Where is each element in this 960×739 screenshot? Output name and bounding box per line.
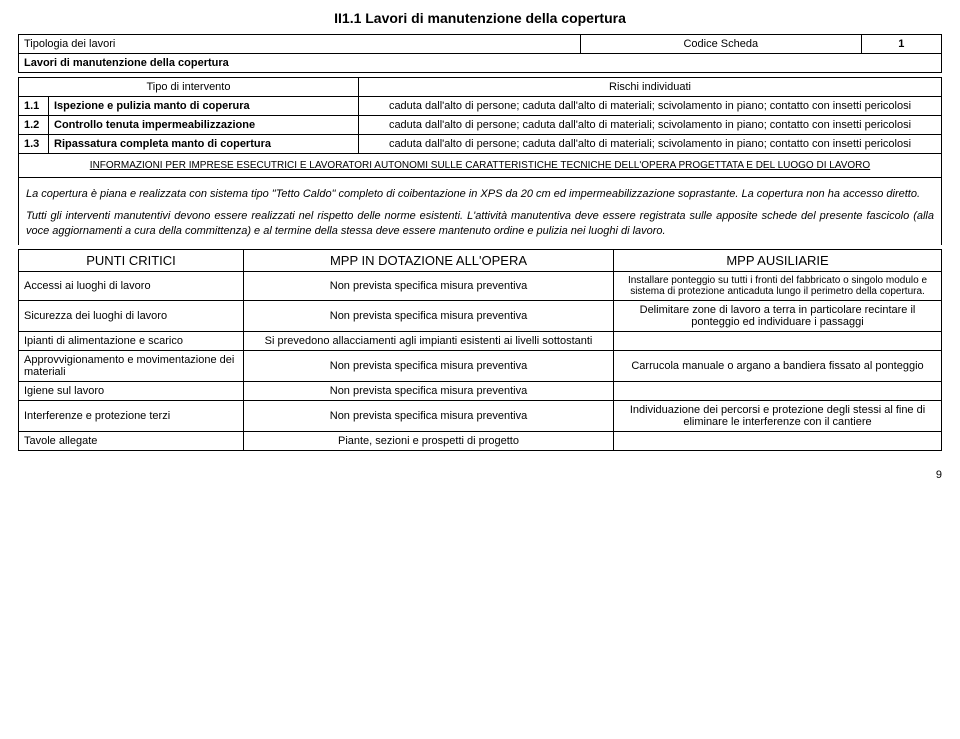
desc-1: La copertura è piana e realizzata con si… [24,183,936,205]
punti-h1: PUNTI CRITICI [19,249,244,271]
punti-mpp: Non prevista specifica misura preventiva [244,300,614,331]
punti-mpp: Piante, sezioni e prospetti di progetto [244,431,614,450]
table-row: 1.2 Controllo tenuta impermeabilizzazion… [19,116,942,135]
punti-mpp: Non prevista specifica misura preventiva [244,350,614,381]
table-row: Interferenze e protezione terzi Non prev… [19,400,942,431]
table-row: Tavole allegate Piante, sezioni e prospe… [19,431,942,450]
punti-aux: Installare ponteggio su tutti i fronti d… [614,271,942,300]
int-num: 1.2 [19,116,49,135]
table-row: Approvvigionamento e movimentazione dei … [19,350,942,381]
table-row: 1.3 Ripassatura completa manto di copert… [19,135,942,154]
punti-label: Tavole allegate [19,431,244,450]
int-label: Ispezione e pulizia manto di coperura [49,97,359,116]
punti-mpp: Non prevista specifica misura preventiva [244,381,614,400]
punti-label: Ipianti di alimentazione e scarico [19,331,244,350]
section-title: II1.1 Lavori di manutenzione della coper… [18,10,942,26]
punti-label: Accessi ai luoghi di lavoro [19,271,244,300]
punti-label: Interferenze e protezione terzi [19,400,244,431]
punti-aux [614,331,942,350]
punti-mpp: Non prevista specifica misura preventiva [244,271,614,300]
lavori-label: Lavori di manutenzione della copertura [19,54,942,73]
punti-aux: Delimitare zone di lavoro a terra in par… [614,300,942,331]
punti-aux: Individuazione dei percorsi e protezione… [614,400,942,431]
punti-aux [614,431,942,450]
punti-label: Igiene sul lavoro [19,381,244,400]
punti-h3: MPP AUSILIARIE [614,249,942,271]
tipologia-label: Tipologia dei lavori [19,35,581,54]
int-risk: caduta dall'alto di persone; caduta dall… [359,97,942,116]
table-row: Ipianti di alimentazione e scarico Si pr… [19,331,942,350]
int-label: Ripassatura completa manto di copertura [49,135,359,154]
int-risk: caduta dall'alto di persone; caduta dall… [359,116,942,135]
table-row: 1.1 Ispezione e pulizia manto di coperur… [19,97,942,116]
table-row: Igiene sul lavoro Non prevista specifica… [19,381,942,400]
punti-h2: MPP IN DOTAZIONE ALL'OPERA [244,249,614,271]
interventi-table: Tipo di intervento Rischi individuati 1.… [18,77,942,245]
punti-aux: Carrucola manuale o argano a bandiera fi… [614,350,942,381]
punti-label: Sicurezza dei luoghi di lavoro [19,300,244,331]
desc-2: Tutti gli interventi manutentivi devono … [24,205,936,242]
rischi-header: Rischi individuati [359,78,942,97]
table-row: Accessi ai luoghi di lavoro Non prevista… [19,271,942,300]
punti-label: Approvvigionamento e movimentazione dei … [19,350,244,381]
punti-aux [614,381,942,400]
int-num: 1.3 [19,135,49,154]
header-table: Tipologia dei lavori Codice Scheda 1 Lav… [18,34,942,73]
tipo-header: Tipo di intervento [19,78,359,97]
punti-mpp: Non prevista specifica misura preventiva [244,400,614,431]
table-row: Sicurezza dei luoghi di lavoro Non previ… [19,300,942,331]
codice-value: 1 [861,35,941,54]
codice-label: Codice Scheda [580,35,861,54]
punti-mpp: Si prevedono allacciamenti agli impianti… [244,331,614,350]
int-risk: caduta dall'alto di persone; caduta dall… [359,135,942,154]
page-number: 9 [18,469,942,481]
int-num: 1.1 [19,97,49,116]
info-line: INFORMAZIONI PER IMPRESE ESECUTRICI E LA… [19,154,942,178]
int-label: Controllo tenuta impermeabilizzazione [49,116,359,135]
punti-table: PUNTI CRITICI MPP IN DOTAZIONE ALL'OPERA… [18,249,942,451]
